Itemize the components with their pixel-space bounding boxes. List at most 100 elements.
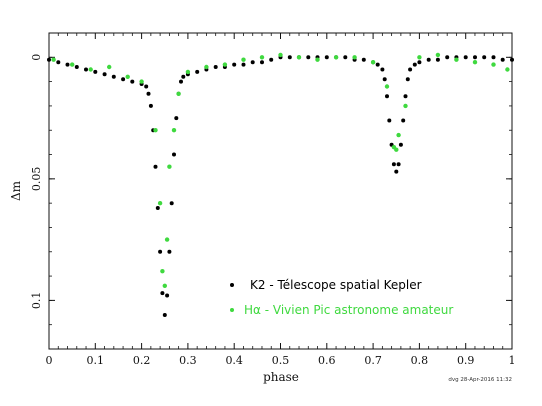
plot-frame xyxy=(48,32,513,350)
y-axis-ticks: 0 0.05 0.1 xyxy=(30,32,512,350)
k2-data-point xyxy=(146,91,151,96)
legend-k2-marker xyxy=(230,283,234,287)
x-tick-label: 0.9 xyxy=(457,354,475,367)
k2-data-point xyxy=(387,118,392,123)
halpha-data-point xyxy=(417,55,422,60)
halpha-data-point xyxy=(162,283,167,288)
k2-data-point xyxy=(306,55,311,60)
k2-data-point xyxy=(412,62,417,67)
x-tick-label: 0.5 xyxy=(272,354,290,367)
halpha-data-point xyxy=(167,164,172,169)
k2-data-point xyxy=(93,69,98,74)
k2-data-point xyxy=(426,57,431,62)
halpha-data-point xyxy=(164,237,170,242)
halpha-data-point xyxy=(51,57,56,62)
k2-data-point xyxy=(174,116,179,121)
k2-data-point xyxy=(162,313,167,317)
x-tick-label: 0.3 xyxy=(179,354,197,367)
k2-data-point xyxy=(269,57,274,62)
halpha-data-point xyxy=(491,62,496,67)
k2-data-point xyxy=(250,60,255,65)
k2-data-point xyxy=(74,65,79,69)
k2-data-point xyxy=(213,65,218,69)
k2-data-point xyxy=(500,57,505,62)
x-tick-label: 0.6 xyxy=(318,354,336,367)
k2-data-point xyxy=(385,94,389,99)
k2-data-point xyxy=(343,55,348,60)
halpha-data-point xyxy=(176,91,181,97)
k2-data-point xyxy=(153,164,158,169)
k2-data-point xyxy=(473,55,477,60)
halpha-data-point xyxy=(70,62,75,67)
k2-data-point xyxy=(382,77,387,82)
k2-data-point xyxy=(491,55,496,60)
halpha-data-point xyxy=(352,55,357,60)
halpha-data-point xyxy=(88,67,93,72)
k2-data-point xyxy=(241,62,246,67)
k2-data-point xyxy=(408,67,413,72)
k2-data-point xyxy=(463,55,468,60)
legend: K2 - Télescope spatial Kepler Hα - Vivie… xyxy=(230,278,453,317)
k2-data-point xyxy=(417,60,422,65)
k2-data-point xyxy=(435,57,440,62)
k2-data-point xyxy=(130,79,135,84)
halpha-data-point xyxy=(125,74,130,80)
k2-data-point xyxy=(361,57,366,62)
y-tick-label: 0.1 xyxy=(30,292,43,310)
halpha-data-point xyxy=(153,128,158,133)
halpha-data-point xyxy=(222,62,228,67)
k2-data-point xyxy=(287,55,292,60)
k2-data-point xyxy=(102,72,107,77)
k2-data-point xyxy=(324,55,329,60)
k2-data-point xyxy=(65,62,70,67)
halpha-data-point xyxy=(278,52,283,58)
k2-data-point xyxy=(232,62,237,67)
k2-data-point xyxy=(380,67,385,72)
legend-k2-label: K2 - Télescope spatial Kepler xyxy=(250,278,422,292)
k2-data-point xyxy=(405,77,410,82)
k2-data-point xyxy=(445,55,450,60)
x-axis-title: phase xyxy=(263,370,299,384)
halpha-data-point xyxy=(241,57,246,62)
k2-data-point xyxy=(56,60,61,65)
x-tick-label: 0.4 xyxy=(225,354,243,367)
halpha-data-point xyxy=(204,64,209,70)
halpha-data-point xyxy=(454,57,459,62)
k2-data-point xyxy=(172,152,176,157)
halpha-data-point xyxy=(435,52,441,58)
k2-data-point xyxy=(158,249,163,254)
k2-data-point xyxy=(396,162,401,167)
x-tick-label: 0.2 xyxy=(133,354,151,367)
k2-data-point xyxy=(195,69,200,74)
halpha-data-point xyxy=(472,60,478,65)
y-tick-label: 0 xyxy=(30,54,43,61)
x-tick-label: 0.7 xyxy=(364,354,382,367)
halpha-data-point xyxy=(171,128,177,133)
legend-halpha-label: Hα - Vivien Pic astronome amateur xyxy=(244,303,453,317)
k2-data-point xyxy=(47,57,51,62)
x-tick-label: 0.8 xyxy=(411,354,429,367)
k2-data-point xyxy=(181,74,186,79)
k2-data-point xyxy=(260,60,264,65)
halpha-data-point xyxy=(315,57,320,62)
halpha-data-point xyxy=(403,103,408,109)
x-tick-label: 1 xyxy=(509,354,516,367)
k2-data-point xyxy=(375,62,380,67)
x-axis-ticks: 0 0.1 0.2 0.3 0.4 0.5 0.6 0.7 0.8 0.9 1 xyxy=(46,33,516,367)
k2-data-point xyxy=(510,57,514,62)
halpha-data-point xyxy=(333,55,339,60)
k2-data-point xyxy=(165,293,170,298)
halpha-data-point xyxy=(396,132,401,138)
halpha-data-point xyxy=(296,55,302,60)
halpha-data-point xyxy=(157,201,163,206)
k2-data-point xyxy=(148,103,153,108)
k2-data-point xyxy=(391,162,396,167)
halpha-data-point xyxy=(384,84,390,89)
halpha-data-point xyxy=(160,269,165,274)
k2-data-point xyxy=(169,201,174,206)
k2-data-point xyxy=(179,79,183,84)
halpha-data-point xyxy=(139,79,144,84)
halpha-data-point xyxy=(107,64,112,70)
k2-data-point xyxy=(111,74,116,79)
halpha-data-point xyxy=(505,67,510,72)
